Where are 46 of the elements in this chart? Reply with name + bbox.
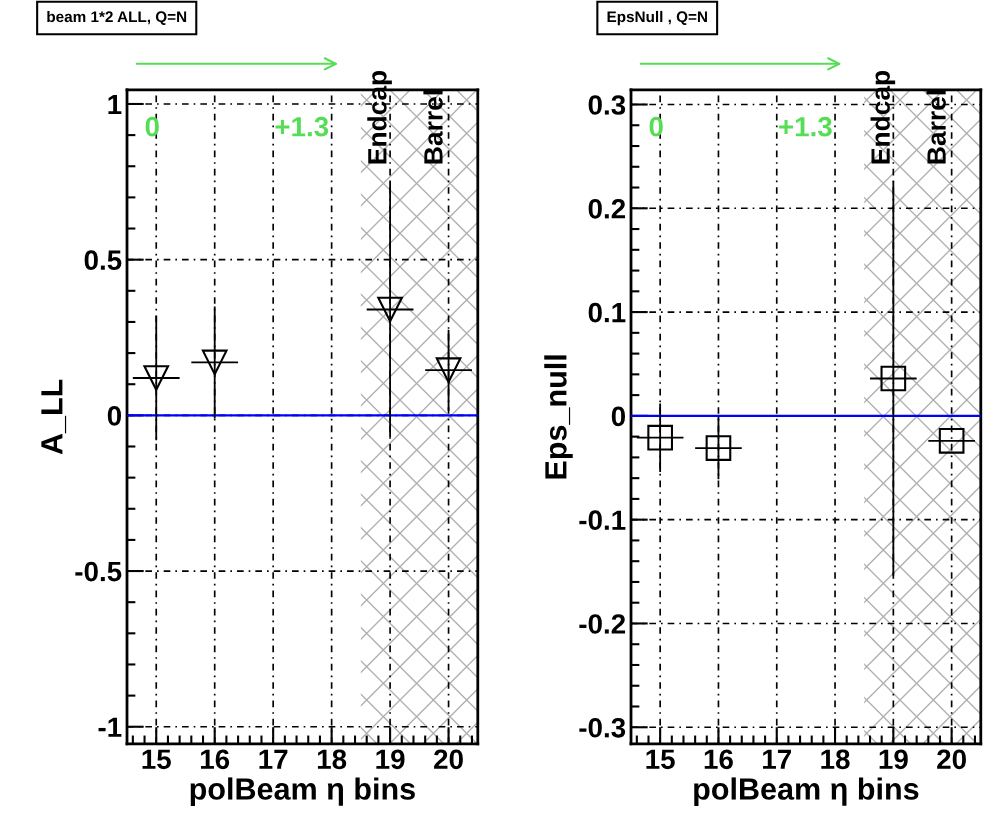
x-tick-label: 20: [937, 749, 966, 770]
x-tick-label: 18: [317, 749, 347, 770]
y-axis-title: Eps_null: [544, 355, 573, 479]
x-tick-label: 17: [763, 749, 791, 769]
point: [143, 365, 170, 391]
annotation: Endcap: [367, 70, 392, 164]
chart-title: EpsNull , Q=N: [607, 10, 707, 26]
y-tick-label: 0: [107, 406, 122, 426]
y-axis-title: A_LL: [41, 379, 67, 455]
point: [705, 435, 732, 461]
annotation: 0: [649, 116, 663, 137]
y-tick-label: -0.5: [75, 561, 122, 582]
annotation: +1.3: [779, 116, 832, 137]
x-tick-label: 15: [646, 749, 675, 770]
y-tick-label: 0.3: [588, 95, 626, 115]
annotation: 0: [145, 116, 159, 137]
y-tick-label: -0.1: [579, 510, 626, 531]
y-tick-label: 1: [108, 94, 122, 115]
point: [647, 424, 673, 451]
x-tick-label: 18: [821, 749, 850, 770]
point: [201, 349, 228, 376]
x-tick-label: 16: [201, 749, 230, 770]
y-tick-label: -0.2: [579, 614, 626, 634]
annotation: Barrel: [423, 90, 443, 164]
y-tick-label: 0: [611, 406, 626, 427]
y-tick-label: 0.1: [588, 302, 626, 323]
x-tick-label: 19: [879, 749, 908, 770]
y-tick-label: 0.5: [84, 250, 122, 271]
annotation: Barrel: [926, 90, 946, 164]
x-tick-label: 20: [434, 749, 463, 770]
point: [880, 365, 907, 392]
y-tick-label: 0.2: [588, 198, 626, 219]
y-tick-label: -0.3: [579, 717, 626, 738]
point: [938, 427, 965, 454]
chart-title: beam 1*2 ALL, Q=N: [47, 10, 187, 25]
point: [435, 357, 462, 384]
annotation: Endcap: [870, 70, 896, 164]
x-tick-label: 17: [259, 749, 288, 769]
x-axis-title: polBeam η bins: [694, 777, 919, 806]
point: [377, 296, 403, 323]
annotation: +1.3: [275, 116, 329, 137]
x-axis-title: polBeam η bins: [190, 777, 415, 806]
x-tick-label: 19: [376, 749, 405, 770]
x-tick-label: 15: [142, 749, 171, 770]
x-tick-label: 16: [704, 749, 733, 770]
y-tick-label: -1: [98, 717, 122, 737]
